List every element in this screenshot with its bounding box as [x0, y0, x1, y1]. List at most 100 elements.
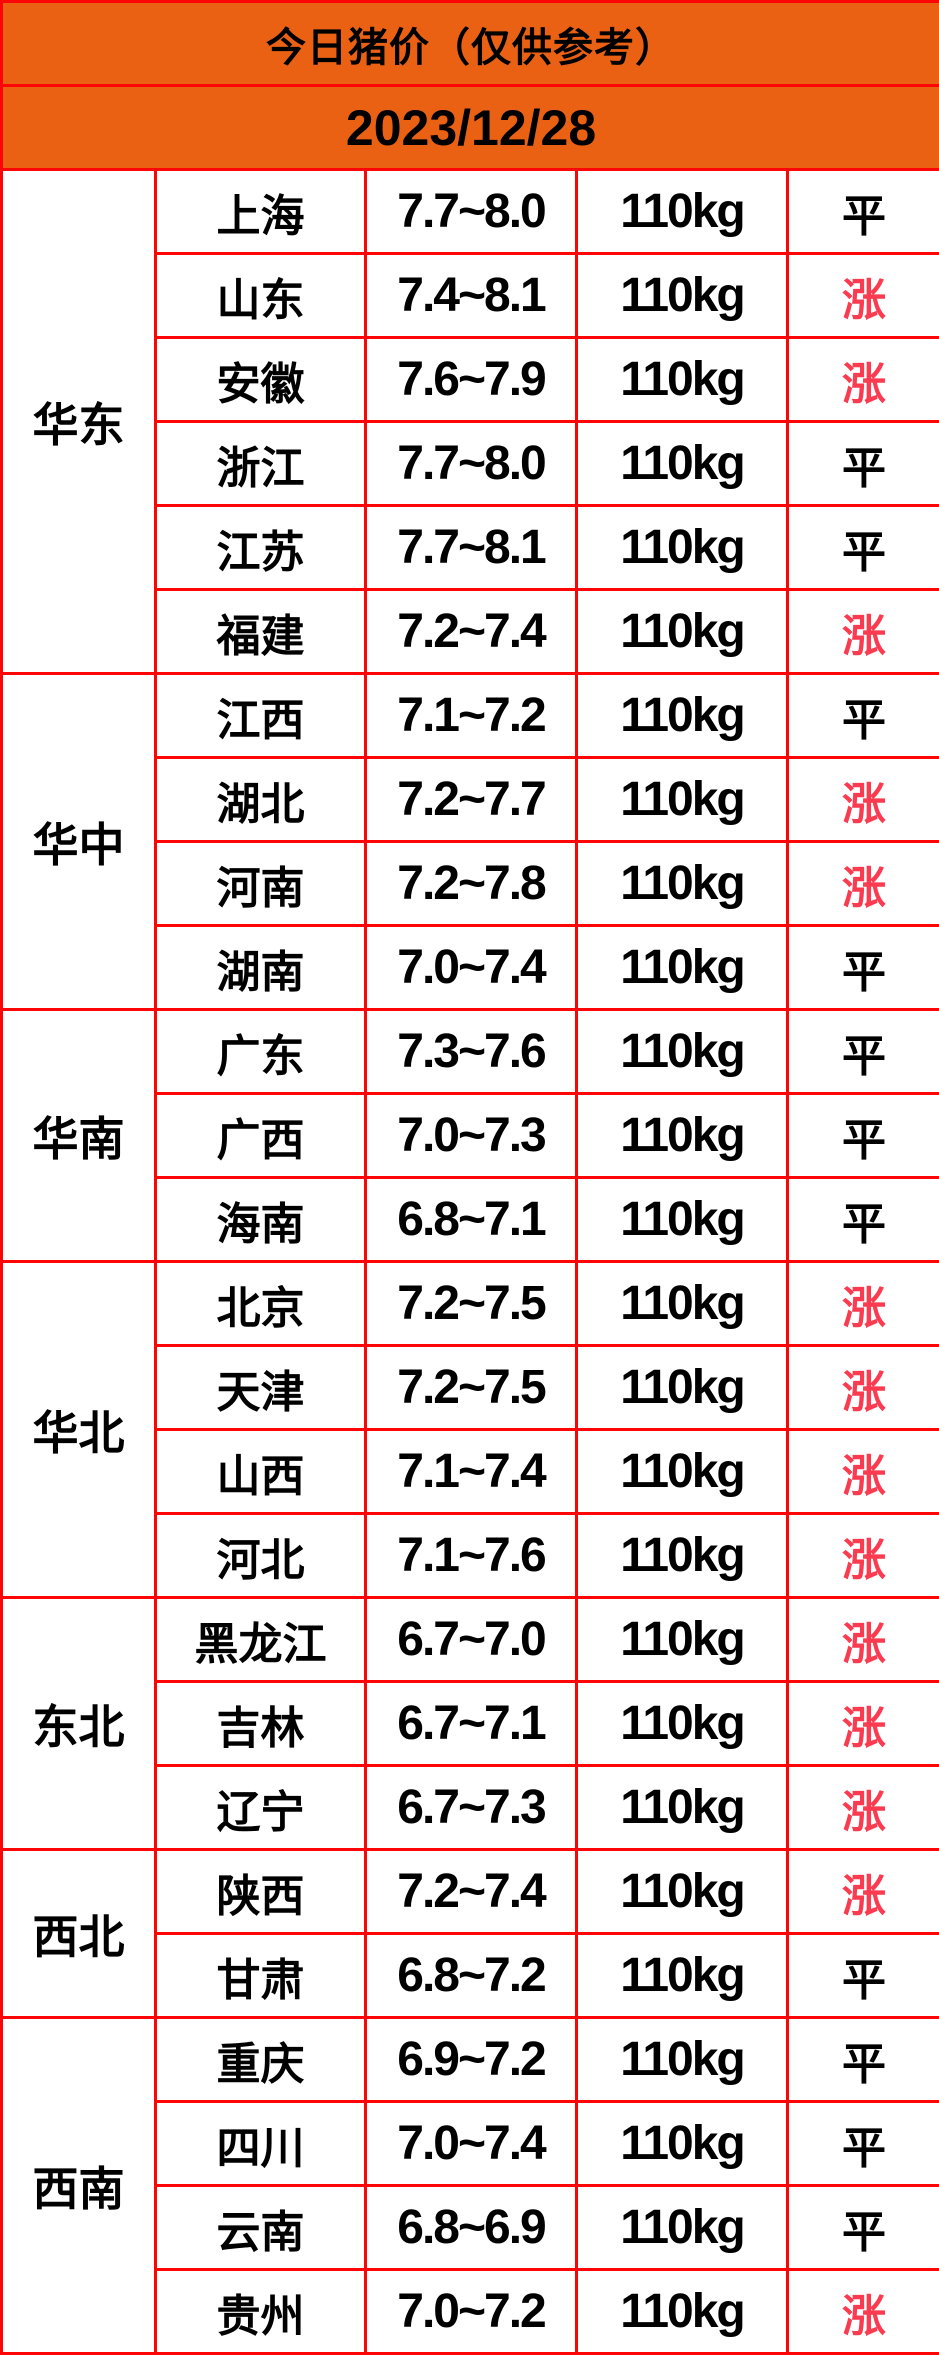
region-cell: 西南: [0, 2016, 157, 2355]
price-cell: 6.8~7.1: [364, 1176, 578, 1263]
weight-cell: 110kg: [575, 672, 789, 759]
price-row: 山西 7.1~7.4 110kg 涨: [2, 1428, 939, 1515]
weight-cell: 110kg: [575, 1092, 789, 1179]
province-cell: 四川: [154, 2100, 367, 2187]
weight-cell: 110kg: [575, 1848, 789, 1935]
weight-cell: 110kg: [575, 1260, 789, 1347]
date-label: 2023/12/28: [0, 84, 939, 171]
price-row: 安徽 7.6~7.9 110kg 涨: [2, 336, 939, 423]
weight-cell: 110kg: [575, 1428, 789, 1515]
weight-cell: 110kg: [575, 168, 789, 255]
price-cell: 7.2~7.8: [364, 840, 578, 927]
region-cell: 华南: [0, 1008, 157, 1263]
province-cell: 山东: [154, 252, 367, 339]
province-cell: 黑龙江: [154, 1596, 367, 1683]
province-cell: 安徽: [154, 336, 367, 423]
price-row: 辽宁 6.7~7.3 110kg 涨: [2, 1764, 939, 1851]
trend-cell: 平: [785, 924, 939, 1011]
weight-cell: 110kg: [575, 420, 789, 507]
weight-cell: 110kg: [575, 1932, 789, 2019]
province-cell: 陕西: [154, 1848, 367, 1935]
price-cell: 7.2~7.5: [364, 1344, 578, 1431]
trend-cell: 涨: [785, 1428, 939, 1515]
region-cell: 华中: [0, 672, 157, 1011]
trend-cell: 涨: [785, 2268, 939, 2355]
price-cell: 6.8~6.9: [364, 2184, 578, 2271]
province-cell: 广东: [154, 1008, 367, 1095]
trend-cell: 涨: [785, 588, 939, 675]
page-title: 今日猪价（仅供参考）: [0, 0, 939, 87]
trend-cell: 涨: [785, 1344, 939, 1431]
price-row: 华中 江西 7.1~7.2 110kg 平: [0, 672, 939, 1011]
province-cell: 河北: [154, 1512, 367, 1599]
price-cell: 7.7~8.0: [364, 168, 578, 255]
trend-cell: 平: [785, 504, 939, 591]
province-cell: 北京: [154, 1260, 367, 1347]
trend-cell: 平: [785, 2016, 939, 2103]
weight-cell: 110kg: [575, 1680, 789, 1767]
weight-cell: 110kg: [575, 756, 789, 843]
price-cell: 6.8~7.2: [364, 1932, 578, 2019]
region-cell: 华东: [0, 168, 157, 675]
province-cell: 浙江: [154, 420, 367, 507]
province-cell: 河南: [154, 840, 367, 927]
price-row: 云南 6.8~6.9 110kg 平: [2, 2184, 939, 2271]
weight-cell: 110kg: [575, 2016, 789, 2103]
weight-cell: 110kg: [575, 1596, 789, 1683]
price-row: 华东 上海 7.7~8.0 110kg 平: [0, 168, 939, 675]
trend-cell: 平: [785, 2184, 939, 2271]
price-cell: 7.0~7.3: [364, 1092, 578, 1179]
price-row: 西南 重庆 6.9~7.2 110kg 平: [0, 2016, 939, 2355]
province-cell: 云南: [154, 2184, 367, 2271]
trend-cell: 平: [785, 420, 939, 507]
province-cell: 江西: [154, 672, 367, 759]
price-cell: 7.4~8.1: [364, 252, 578, 339]
province-cell: 江苏: [154, 504, 367, 591]
province-cell: 辽宁: [154, 1764, 367, 1851]
trend-cell: 涨: [785, 840, 939, 927]
trend-cell: 涨: [785, 1512, 939, 1599]
province-cell: 广西: [154, 1092, 367, 1179]
price-cell: 7.1~7.2: [364, 672, 578, 759]
weight-cell: 110kg: [575, 2184, 789, 2271]
trend-cell: 涨: [785, 1680, 939, 1767]
trend-cell: 平: [785, 1008, 939, 1095]
weight-cell: 110kg: [575, 252, 789, 339]
price-row: 天津 7.2~7.5 110kg 涨: [2, 1344, 939, 1431]
weight-cell: 110kg: [575, 840, 789, 927]
price-row: 福建 7.2~7.4 110kg 涨: [2, 588, 939, 675]
price-cell: 7.0~7.2: [364, 2268, 578, 2355]
region-cell: 西北: [0, 1848, 157, 2019]
price-row: 湖南 7.0~7.4 110kg 平: [2, 924, 939, 1011]
province-cell: 山西: [154, 1428, 367, 1515]
price-cell: 7.2~7.7: [364, 756, 578, 843]
trend-cell: 平: [785, 168, 939, 255]
weight-cell: 110kg: [575, 2100, 789, 2187]
trend-cell: 平: [785, 1932, 939, 2019]
province-cell: 重庆: [154, 2016, 367, 2103]
province-cell: 上海: [154, 168, 367, 255]
trend-cell: 涨: [785, 756, 939, 843]
trend-cell: 平: [785, 2100, 939, 2187]
trend-cell: 平: [785, 1176, 939, 1263]
date-row: 2023/12/28: [0, 84, 939, 171]
province-cell: 贵州: [154, 2268, 367, 2355]
province-cell: 天津: [154, 1344, 367, 1431]
price-row: 山东 7.4~8.1 110kg 涨: [2, 252, 939, 339]
price-cell: 7.0~7.4: [364, 924, 578, 1011]
price-cell: 7.6~7.9: [364, 336, 578, 423]
weight-cell: 110kg: [575, 1512, 789, 1599]
price-cell: 7.7~8.0: [364, 420, 578, 507]
province-cell: 海南: [154, 1176, 367, 1263]
price-row: 广西 7.0~7.3 110kg 平: [2, 1092, 939, 1179]
province-cell: 湖北: [154, 756, 367, 843]
weight-cell: 110kg: [575, 504, 789, 591]
trend-cell: 涨: [785, 336, 939, 423]
price-row: 吉林 6.7~7.1 110kg 涨: [2, 1680, 939, 1767]
price-cell: 6.7~7.3: [364, 1764, 578, 1851]
trend-cell: 平: [785, 1092, 939, 1179]
price-row: 甘肃 6.8~7.2 110kg 平: [2, 1932, 939, 2019]
price-row: 湖北 7.2~7.7 110kg 涨: [2, 756, 939, 843]
price-cell: 7.1~7.6: [364, 1512, 578, 1599]
